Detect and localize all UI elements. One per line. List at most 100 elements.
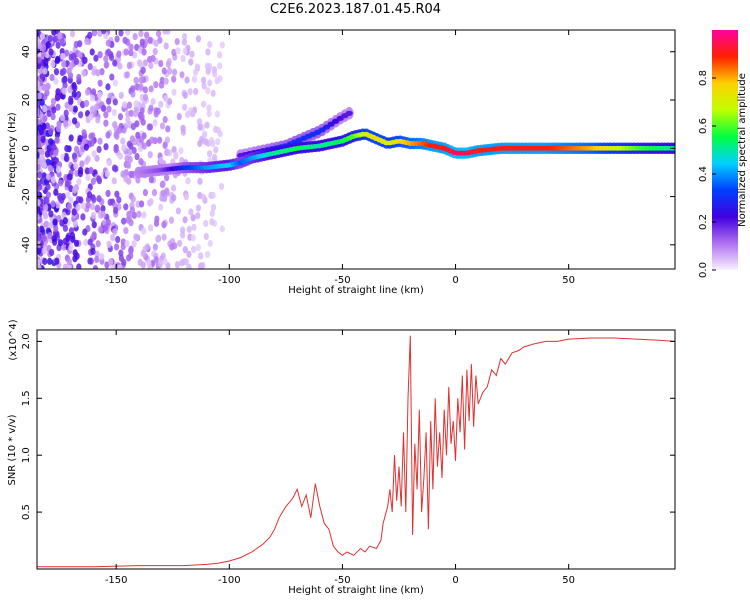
spectrogram-noise-cell xyxy=(111,177,117,185)
spectrogram-noise-cell xyxy=(48,210,54,218)
spectrogram-noise-cell xyxy=(197,139,203,148)
colorbar: 0.0 0.2 0.4 0.6 0.8 Normalized spectral ampl… xyxy=(698,30,748,278)
spectrogram-noise-cell xyxy=(50,200,56,208)
spectrogram-noise-cell xyxy=(72,186,78,194)
spectrogram-noise-cell xyxy=(205,66,211,74)
spectrogram-noise-cell xyxy=(123,175,129,183)
spectrogram-noise-cell xyxy=(94,250,100,258)
spectrogram-noise-cell xyxy=(51,30,57,36)
spectrogram-noise-cell xyxy=(95,240,101,248)
spectrogram-noise-cell xyxy=(181,32,188,41)
spectrogram-noise-cell xyxy=(43,220,49,228)
spectrogram-noise-cell xyxy=(37,225,41,234)
spectrogram-noise-cell xyxy=(113,131,119,139)
spectrogram-noise-cell xyxy=(188,208,194,216)
spectrogram-noise-cell xyxy=(48,48,54,56)
spectrogram-noise-cell xyxy=(63,109,69,117)
spectrogram-noise-cell xyxy=(134,152,140,161)
spectrogram-noise-cell xyxy=(174,261,181,269)
spectrogram-noise-cell xyxy=(115,235,121,244)
spectrogram-noise-cell xyxy=(46,109,52,118)
spectrogram-noise-cell xyxy=(93,103,99,111)
spectrogram-noise-cell xyxy=(120,170,126,178)
spectrogram-noise-cell xyxy=(136,210,142,218)
snr-y-tick-label: 2.0 xyxy=(21,333,32,349)
spectrogram-noise-cell xyxy=(99,68,105,76)
spectrogram-noise-cell xyxy=(191,223,197,231)
spectrogram-noise-cell xyxy=(217,130,223,138)
spectrogram-noise-cell xyxy=(116,126,123,134)
spectrogram-noise-cell xyxy=(135,131,141,139)
spectrogram-noise-cell xyxy=(198,252,204,260)
spectrogram-noise-cell xyxy=(69,30,76,38)
spectrogram-noise-cell xyxy=(88,113,94,121)
spectrogram-noise-cell xyxy=(112,79,119,87)
spectrogram-noise-cell xyxy=(56,125,62,133)
chart-title: C2E6.2023.187.01.45.R04 xyxy=(269,2,442,17)
spectrogram-noise-cell xyxy=(44,150,50,158)
spectrogram-noise-cell xyxy=(207,40,213,49)
spectrogram-noise-cell xyxy=(105,83,111,91)
spectrogram-noise-cell xyxy=(171,88,177,96)
spectrogram-noise-cell xyxy=(94,204,101,212)
spectrogram-noise-cell xyxy=(54,136,60,144)
spectrogram-noise-cell xyxy=(90,211,97,220)
spectrogram-noise-cell xyxy=(59,114,66,122)
spectrogram-noise-cell xyxy=(77,40,83,48)
spectrogram-noise-cell xyxy=(157,136,163,144)
spectrogram-noise-cell xyxy=(147,151,153,159)
spectrogram-noise-cell xyxy=(185,177,191,185)
spectrogram-noise-cell xyxy=(113,145,119,154)
spectrogram-noise-cell xyxy=(102,224,109,232)
spectrogram-noise-cell xyxy=(204,250,211,259)
spectrogram-noise-cell xyxy=(42,105,48,113)
spectrogram-noise-cell xyxy=(105,218,111,226)
spectrogram-noise-cell xyxy=(175,47,181,55)
spectrogram-noise-cell xyxy=(186,263,192,269)
colorbar-gradient xyxy=(712,30,738,270)
spectrogram-noise-cell xyxy=(69,232,76,240)
spectrogram-noise-cell xyxy=(57,32,63,40)
spectrogram-noise-cell xyxy=(150,54,156,63)
spectrogram-x-tick-label: 0 xyxy=(452,275,458,286)
spectrogram-noise-cell xyxy=(46,144,52,152)
spectrogram-noise-cell xyxy=(128,170,134,179)
spectrogram-noise-cell xyxy=(153,256,159,264)
spectrogram-noise-cell xyxy=(103,143,109,151)
spectrogram-noise-cell xyxy=(85,201,91,209)
spectrogram-noise-cell xyxy=(66,67,72,75)
spectrogram-noise-cell xyxy=(206,109,212,118)
spectrogram-noise-cell xyxy=(203,232,209,241)
snr-y-tick-label: 1.0 xyxy=(21,447,32,463)
spectrogram-noise-cell xyxy=(175,207,181,215)
spectrogram-noise-cell xyxy=(37,213,40,221)
colorbar-tick-label: 0.4 xyxy=(698,166,709,182)
spectrogram-noise-cell xyxy=(153,80,159,89)
spectrogram-noise-cell xyxy=(68,134,74,142)
spectrogram-noise-cell xyxy=(191,245,197,254)
spectrogram-noise-cell xyxy=(77,51,83,59)
spectrogram-noise-cell xyxy=(203,219,209,228)
spectrogram-noise-cell xyxy=(130,85,136,93)
spectrogram-noise-cell xyxy=(87,63,93,71)
spectrogram-noise-cell xyxy=(101,104,107,112)
spectrogram-noise-cell xyxy=(55,165,62,174)
spectrogram-noise-cell xyxy=(53,68,60,76)
spectrogram-noise-cell xyxy=(160,189,167,197)
spectrogram-noise-cell xyxy=(37,124,43,132)
spectrogram-noise-cell xyxy=(37,135,42,143)
spectrogram-noise-cell xyxy=(140,66,146,74)
spectrogram-noise-cell xyxy=(37,171,43,179)
spectrogram-noise-cell xyxy=(106,105,112,113)
spectrogram-noise-cell xyxy=(174,38,180,46)
spectrogram-noise-cell xyxy=(138,76,144,84)
spectrogram-noise-cell xyxy=(151,188,158,197)
spectrogram-noise-cell xyxy=(141,227,147,235)
spectrogram-noise-cell xyxy=(61,76,67,84)
spectrogram-noise-cell xyxy=(159,122,166,130)
spectrogram-noise-cell xyxy=(193,68,199,76)
spectrogram-noise-cell xyxy=(84,88,91,96)
spectrogram-noise-cell xyxy=(57,239,64,247)
spectrogram-noise-cell xyxy=(43,59,49,67)
spectrogram-noise-cell xyxy=(45,82,51,90)
